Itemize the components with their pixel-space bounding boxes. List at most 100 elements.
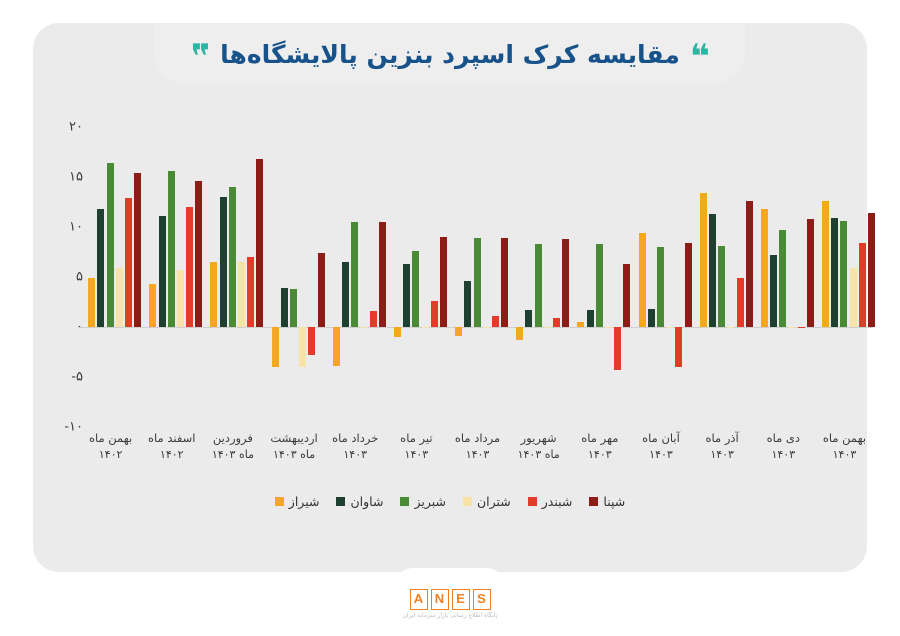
bar-shebriz[interactable] [779,230,787,327]
bar-shebandar[interactable] [491,316,499,327]
bar-shiraz[interactable] [760,209,768,327]
bar-shetran[interactable] [543,327,551,328]
bar-shiraz[interactable] [332,327,340,366]
bar-shetran[interactable] [238,262,246,327]
x-axis-label: تیر ماه ۱۴۰۳ [400,431,433,461]
bar-shebandar[interactable] [736,278,744,327]
bar-shepna[interactable] [195,181,203,327]
bar-shepna[interactable] [378,222,386,327]
bar-shavan[interactable] [708,214,716,327]
bar-shavan[interactable] [770,255,778,327]
bar-shebandar[interactable] [430,301,438,327]
x-axis-label: فروردین ماه ۱۴۰۳ [211,431,254,461]
bar-group [692,115,753,425]
bar-shetran[interactable] [115,268,123,327]
bar-shavan[interactable] [403,264,411,327]
bar-shepna[interactable] [562,239,570,327]
bar-shebriz[interactable] [595,244,603,327]
bar-shiraz[interactable] [88,278,96,327]
bar-groups [80,115,876,425]
bar-shetran[interactable] [360,327,368,328]
bar-shebriz[interactable] [473,238,481,327]
bar-shebriz[interactable] [412,251,420,327]
bar-shetran[interactable] [482,327,490,328]
bar-shepna[interactable] [806,219,814,327]
bar-shetran[interactable] [421,327,429,328]
bar-shebandar[interactable] [858,243,866,327]
bar-shiraz[interactable] [699,193,707,327]
bar-shebandar[interactable] [308,327,316,355]
bar-shepna[interactable] [256,159,264,327]
legend-item[interactable]: شیراز [274,494,320,509]
bar-shiraz[interactable] [149,284,157,327]
page-title: مقایسه کرک اسپرد بنزین پالایشگاه‌ها [220,39,680,69]
bar-group [386,115,447,425]
bar-shiraz[interactable] [393,327,401,337]
bar-group [447,115,509,425]
bar-shebandar[interactable] [124,198,132,327]
bar-shebandar[interactable] [675,327,683,367]
bar-shebriz[interactable] [840,221,848,327]
bar-shiraz[interactable] [577,322,585,327]
bar-shepna[interactable] [745,201,753,327]
bar-shepna[interactable] [134,173,142,327]
bar-shebandar[interactable] [553,318,561,327]
bar-shebandar[interactable] [797,327,805,328]
bar-shepna[interactable] [501,238,509,327]
bar-shebriz[interactable] [106,163,114,327]
bar-shavan[interactable] [341,262,349,327]
bar-shetran[interactable] [849,268,857,327]
bar-shebriz[interactable] [351,222,359,327]
bar-shiraz[interactable] [455,327,463,336]
legend-item[interactable]: شبندر [527,494,573,509]
bar-shebandar[interactable] [186,207,194,327]
bar-shebriz[interactable] [167,171,175,327]
bar-shebriz[interactable] [718,246,726,327]
bar-shavan[interactable] [525,310,533,327]
bar-shebriz[interactable] [290,289,298,327]
bar-shepna[interactable] [684,243,692,327]
bar-shiraz[interactable] [822,201,830,327]
bar-shetran[interactable] [176,270,184,327]
legend-item[interactable]: شبریز [400,494,446,509]
bar-shebandar[interactable] [369,311,377,327]
bar-shiraz[interactable] [210,262,218,327]
bar-shetran[interactable] [666,327,674,328]
bar-shavan[interactable] [647,309,655,327]
legend-item[interactable]: شاوان [336,494,383,509]
legend-label: شبندر [541,494,573,509]
bar-shepna[interactable] [868,213,876,327]
bar-shavan[interactable] [280,288,288,327]
y-axis-tick: -۵ [71,369,83,385]
bar-shebandar[interactable] [614,327,622,370]
bar-shavan[interactable] [219,197,227,327]
bar-shiraz[interactable] [638,233,646,327]
bar-shebriz[interactable] [534,244,542,327]
bar-shiraz[interactable] [516,327,524,340]
bar-shavan[interactable] [464,281,472,327]
bar-shetran[interactable] [727,327,735,328]
legend-label: شیراز [288,494,320,509]
legend-item[interactable]: شتران [462,494,511,509]
y-axis-tick: ۲۰ [69,119,83,135]
bar-shavan[interactable] [97,209,105,327]
bar-shetran[interactable] [299,327,307,367]
bar-shebriz[interactable] [656,247,664,327]
quote-open-icon: ❞ [190,36,211,77]
bar-shepna[interactable] [623,264,631,327]
legend-swatch-icon [527,497,537,506]
bar-shepna[interactable] [439,237,447,327]
bar-shepna[interactable] [317,253,325,327]
bar-shiraz[interactable] [271,327,279,367]
bar-shebandar[interactable] [247,257,255,327]
bar-shavan[interactable] [158,216,166,327]
bar-shetran[interactable] [788,327,796,328]
bar-shavan[interactable] [831,218,839,327]
zero-baseline [78,327,873,328]
legend-item[interactable]: شپنا [589,494,625,509]
legend-swatch-icon [462,497,472,506]
bar-shavan[interactable] [586,310,594,327]
bar-shebriz[interactable] [228,187,236,327]
legend-swatch-icon [336,497,346,506]
bar-shetran[interactable] [605,327,613,328]
